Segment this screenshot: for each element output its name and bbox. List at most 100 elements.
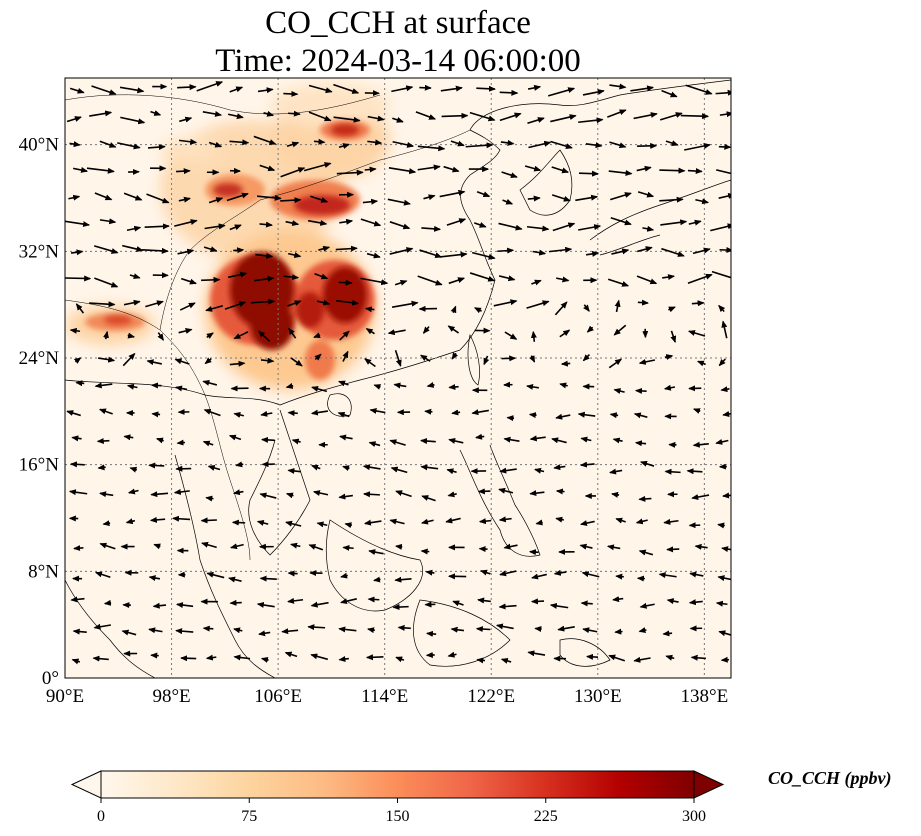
wind-arrow [474, 307, 482, 314]
wind-arrow [157, 332, 165, 341]
y-tick-label: 16°N [19, 455, 60, 476]
wind-arrow [235, 461, 244, 468]
wind-arrow [99, 140, 117, 148]
wind-arrow [417, 145, 446, 152]
wind-arrow [555, 413, 571, 420]
wind-arrow [547, 87, 576, 97]
wind-arrow [123, 299, 141, 306]
colorbar-extend-high [693, 770, 725, 799]
wind-arrow [424, 408, 433, 415]
wind-arrow [670, 330, 677, 343]
wind-arrow [391, 85, 414, 93]
wind-arrow [178, 328, 193, 334]
wind-arrow [260, 436, 275, 443]
wind-arrow [365, 327, 375, 335]
wind-arrow [551, 437, 567, 444]
wind-arrow [659, 167, 686, 174]
wind-arrow [527, 195, 541, 202]
wind-arrow [259, 221, 273, 228]
wind-arrow [362, 464, 381, 471]
wind-arrow [288, 110, 301, 117]
wind-arrow [451, 352, 459, 360]
wind-arrow [718, 143, 731, 150]
wind-arrow [499, 570, 517, 577]
wind-arrow [611, 491, 620, 498]
wind-arrow [373, 384, 382, 390]
wind-arrow [367, 596, 380, 603]
wind-arrow [480, 569, 491, 576]
wind-arrow [504, 331, 518, 340]
wind-arrow [420, 354, 431, 362]
wind-arrow [559, 382, 568, 389]
wind-arrow [586, 325, 595, 333]
wind-arrow [150, 652, 159, 659]
wind-arrow [150, 382, 162, 389]
wind-arrow [446, 468, 457, 475]
wind-arrow [443, 165, 460, 173]
wind-arrow [287, 597, 304, 604]
wind-arrow [333, 83, 360, 94]
wind-arrow [259, 492, 277, 499]
wind-arrow [477, 488, 491, 495]
wind-arrow [531, 279, 542, 286]
wind-arrow [609, 83, 627, 90]
wind-arrow [310, 409, 329, 416]
wind-arrow [66, 410, 81, 417]
wind-arrow [696, 360, 706, 367]
wind-arrow [344, 522, 353, 529]
wind-arrow [308, 84, 333, 94]
wind-arrow [395, 490, 412, 498]
wind-arrow [526, 300, 550, 309]
wind-arrow [528, 140, 552, 149]
wind-arrow [664, 354, 674, 360]
wind-arrow [333, 116, 361, 123]
wind-arrow [662, 274, 675, 281]
wind-arrow [578, 224, 602, 231]
colorbar-tick-label: 75 [241, 808, 257, 825]
wind-arrow [283, 274, 300, 281]
wind-arrow [394, 279, 408, 286]
wind-arrow [316, 299, 331, 306]
wind-arrow [663, 518, 679, 525]
wind-arrow [552, 222, 576, 232]
wind-arrow [94, 192, 113, 201]
wind-arrow [263, 110, 275, 117]
wind-arrow [314, 353, 322, 361]
wind-arrow [395, 656, 405, 663]
wind-arrow [387, 198, 411, 206]
wind-arrow [148, 575, 161, 582]
wind-arrow [389, 221, 411, 230]
wind-arrow [446, 218, 467, 226]
wind-arrow [336, 169, 364, 176]
wind-arrow [450, 305, 457, 314]
wind-arrow [177, 84, 197, 91]
wind-arrow [129, 466, 138, 473]
wind-arrow [94, 382, 113, 389]
wind-arrow [476, 657, 486, 664]
wind-arrow [661, 247, 685, 257]
wind-arrow [585, 653, 599, 660]
wind-arrow [718, 192, 731, 199]
wind-arrow [476, 85, 496, 92]
colorbar-tick-label: 150 [386, 808, 410, 825]
wind-arrow [608, 358, 623, 369]
wind-arrow [534, 467, 545, 474]
wind-arrow [613, 388, 625, 395]
wind-arrow [685, 84, 713, 95]
wind-arrow [175, 628, 194, 635]
wind-arrow [201, 276, 221, 283]
wind-arrow [367, 627, 375, 634]
wind-arrow [285, 383, 294, 389]
wind-arrow [556, 276, 570, 283]
wind-arrow [342, 465, 350, 472]
wind-arrow [579, 543, 593, 550]
wind-arrow [718, 304, 726, 313]
wind-arrow [178, 196, 191, 203]
wind-arrow [338, 279, 353, 286]
wind-arrow [254, 275, 275, 282]
wind-arrow [69, 87, 85, 94]
wind-arrow [340, 572, 348, 579]
wind-arrow [530, 598, 545, 605]
wind-arrow [716, 169, 731, 175]
wind-arrow [497, 247, 515, 254]
